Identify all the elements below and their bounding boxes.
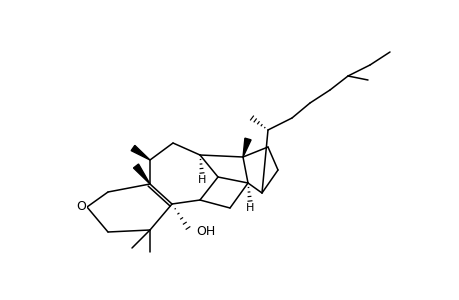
Text: O: O — [76, 200, 86, 214]
Text: H: H — [197, 175, 206, 185]
Polygon shape — [131, 146, 150, 160]
Polygon shape — [242, 138, 251, 157]
Text: H: H — [245, 203, 254, 213]
Polygon shape — [133, 164, 150, 184]
Text: OH: OH — [196, 226, 215, 238]
